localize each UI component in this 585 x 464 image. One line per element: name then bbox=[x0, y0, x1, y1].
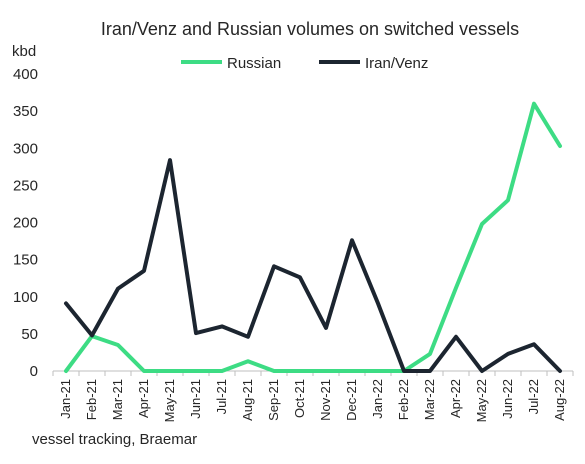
x-tick-label: Sep-21 bbox=[266, 379, 281, 421]
y-axis-ticks: 0 50 100 150 200 250 300 350 400 bbox=[13, 66, 38, 380]
y-tick-label: 0 bbox=[30, 363, 38, 380]
legend-label-russian: Russian bbox=[227, 55, 281, 72]
series-line-iran-venz bbox=[64, 158, 562, 373]
y-tick-label: 300 bbox=[13, 140, 38, 157]
x-tick-label: Jul-21 bbox=[214, 379, 229, 414]
x-tick-label: Apr-21 bbox=[136, 379, 151, 418]
x-tick-label: Dec-21 bbox=[344, 379, 359, 421]
x-tick-label: May-22 bbox=[474, 379, 489, 422]
x-tick-label: Aug-21 bbox=[240, 379, 255, 421]
x-tick-label: Feb-21 bbox=[84, 379, 99, 420]
x-tick-label: Feb-22 bbox=[396, 379, 411, 420]
x-tick-label: Apr-22 bbox=[448, 379, 463, 418]
source-note: vessel tracking, Braemar bbox=[32, 431, 197, 448]
legend-label-iran-venz: Iran/Venz bbox=[365, 55, 428, 72]
legend-item-iran-venz: Iran/Venz bbox=[319, 55, 428, 72]
y-tick-label: 350 bbox=[13, 103, 38, 120]
y-tick-label: 400 bbox=[13, 66, 38, 83]
legend-item-russian: Russian bbox=[181, 55, 281, 72]
x-tick-label: Nov-21 bbox=[318, 379, 333, 421]
x-axis-ticks: Jan-21 Feb-21 Mar-21 Apr-21 May-21 Jun-21 Jul-… bbox=[52, 371, 574, 422]
legend: Russian Iran/Venz bbox=[181, 55, 428, 72]
x-tick-label: Jul-22 bbox=[526, 379, 541, 414]
chart-title: Iran/Venz and Russian volumes on switche… bbox=[101, 19, 519, 39]
x-tick-label: May-21 bbox=[162, 379, 177, 422]
series-layer bbox=[64, 101, 562, 373]
x-tick-label: Mar-21 bbox=[110, 379, 125, 420]
x-tick-label: Jun-22 bbox=[500, 379, 515, 419]
y-unit-label: kbd bbox=[12, 43, 36, 60]
x-tick-label: Jan-22 bbox=[370, 379, 385, 419]
y-tick-label: 50 bbox=[21, 326, 38, 343]
y-tick-label: 150 bbox=[13, 252, 38, 269]
y-tick-label: 250 bbox=[13, 177, 38, 194]
x-tick-label: Aug-22 bbox=[552, 379, 567, 421]
x-tick-label: Jun-21 bbox=[188, 379, 203, 419]
x-tick-label: Jan-21 bbox=[58, 379, 73, 419]
y-tick-label: 100 bbox=[13, 289, 38, 306]
y-tick-label: 200 bbox=[13, 215, 38, 232]
x-tick-label: Oct-21 bbox=[292, 379, 307, 418]
x-tick-label: Mar-22 bbox=[422, 379, 437, 420]
series-line-russian bbox=[64, 101, 562, 373]
